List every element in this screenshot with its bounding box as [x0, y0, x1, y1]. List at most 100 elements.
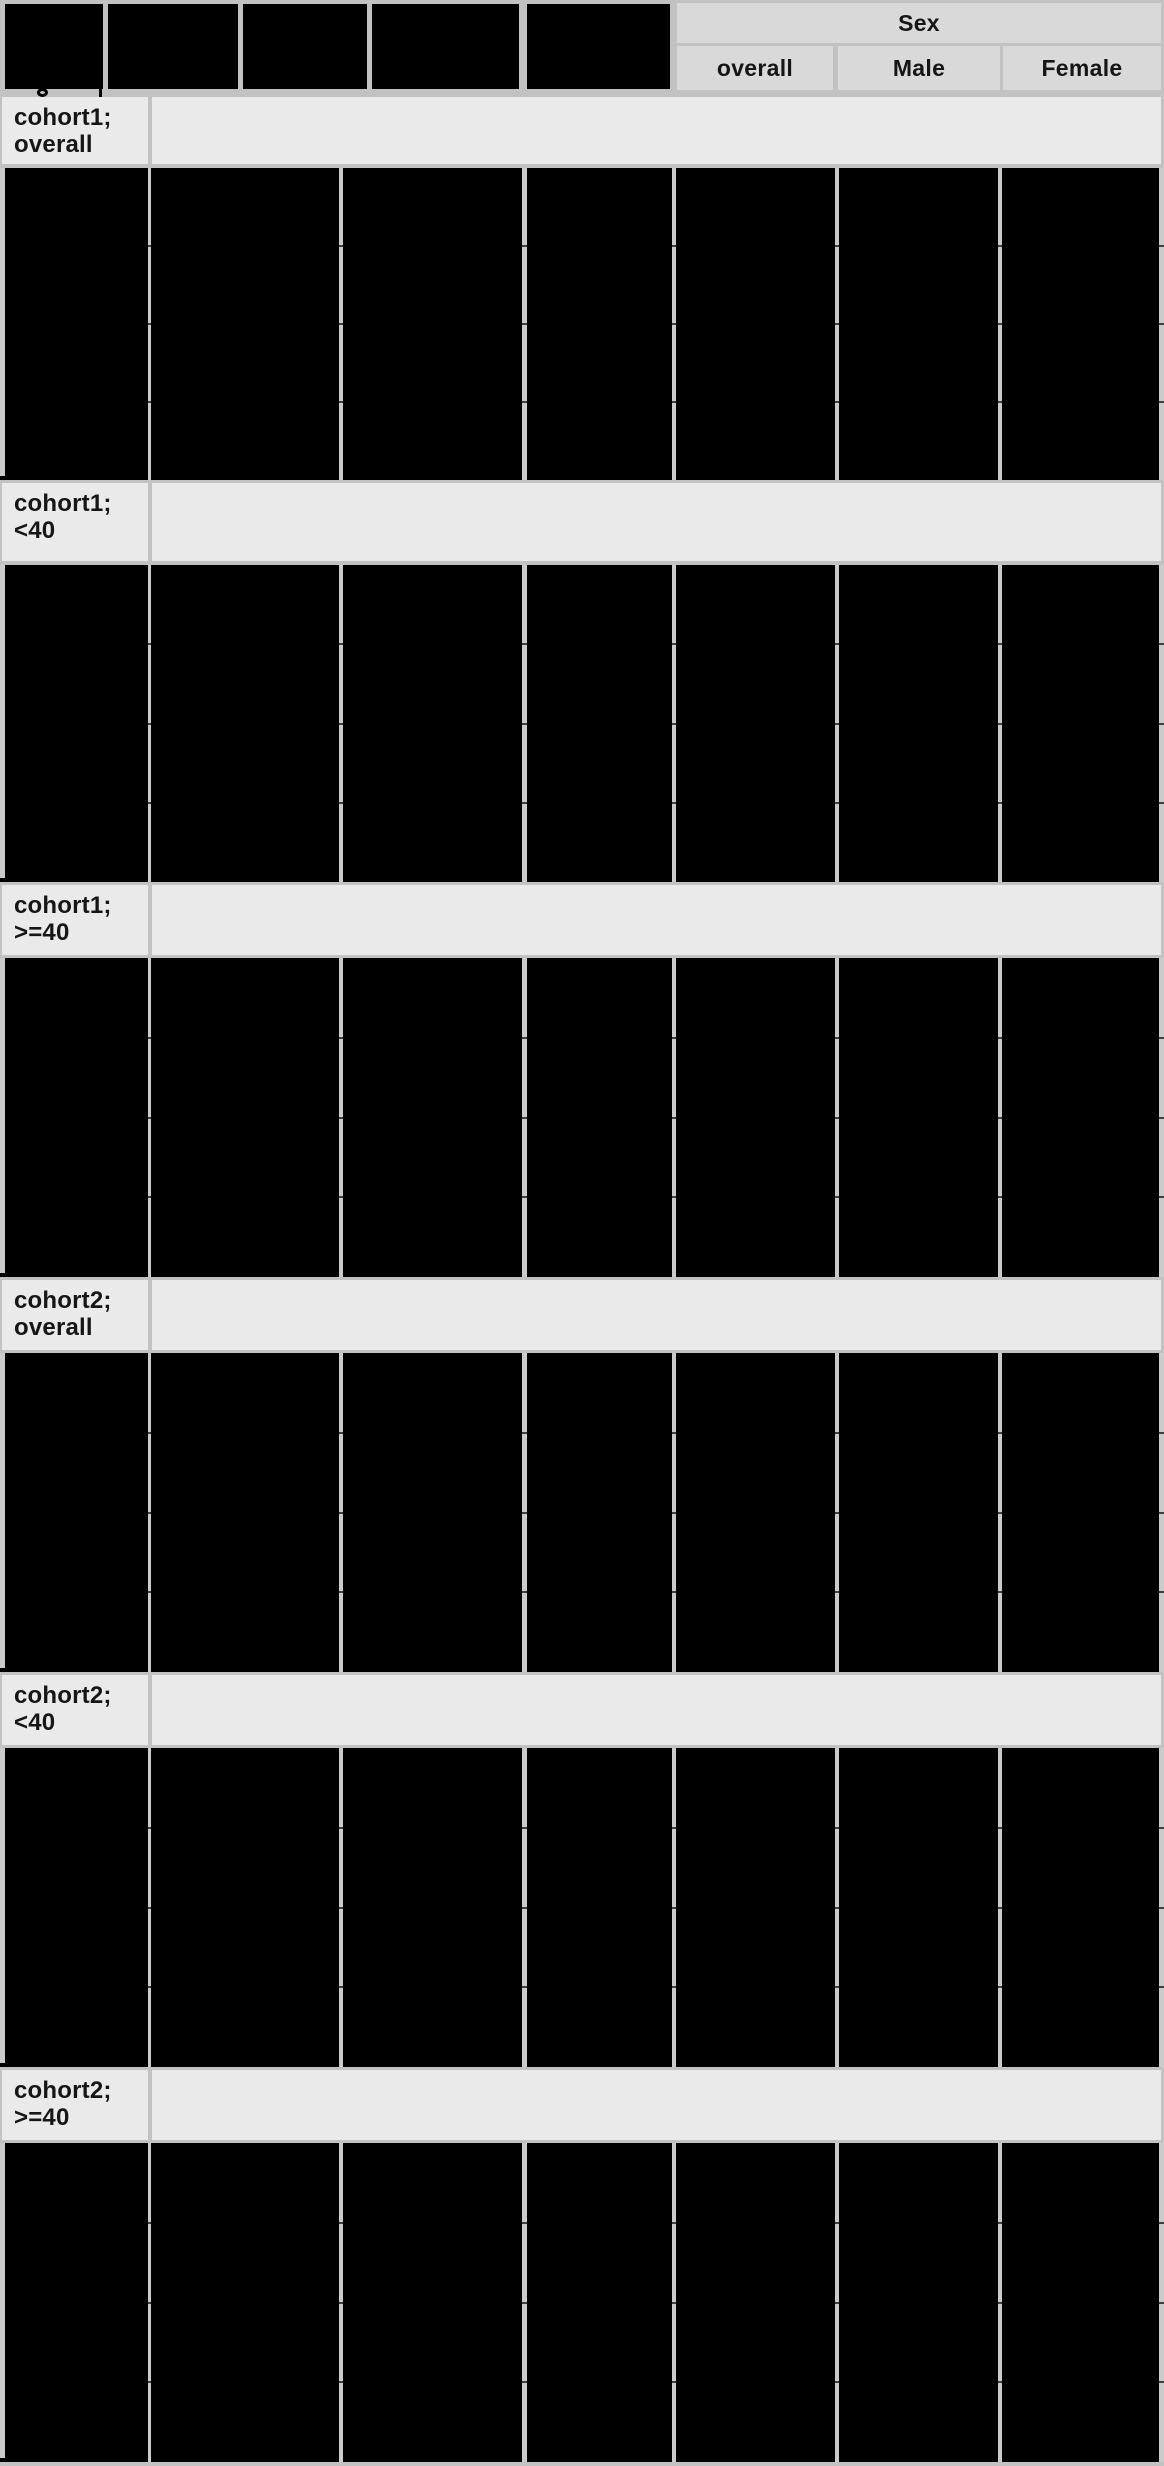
axis-corner-tick: [0, 2458, 5, 2462]
axis-tick: [148, 1986, 153, 1988]
axis-tick: [1159, 1907, 1164, 1909]
plot-row: [0, 168, 1164, 480]
axis-tick: [835, 802, 840, 804]
section-label-line1: cohort1;: [14, 490, 112, 517]
axis-tick: [998, 323, 1003, 325]
axis-tick: [835, 2302, 840, 2304]
subcolumn-header-label: Female: [1041, 54, 1123, 81]
redacted-plot-panel: [151, 565, 339, 882]
axis-tick: [998, 1512, 1003, 1514]
axis-tick: [998, 723, 1003, 725]
plot-row: [0, 958, 1164, 1277]
axis-tick: [998, 643, 1003, 645]
redacted-plot-panel: [1002, 1353, 1159, 1672]
redacted-plot-panel: [527, 1353, 672, 1672]
section-label-line1: cohort2;: [14, 2077, 112, 2104]
axis-tick: [522, 1196, 527, 1198]
axis-tick: [522, 2222, 527, 2224]
axis-corner-tick: [0, 2063, 5, 2067]
redacted-plot-panel: [5, 958, 148, 1277]
redacted-plot-panel: [151, 1748, 339, 2067]
axis-tick: [672, 723, 677, 725]
redacted-plot-panel: [527, 958, 672, 1277]
axis-tick: [998, 802, 1003, 804]
redacted-plot-panel: [676, 2143, 835, 2462]
redacted-plot-panel: [527, 1748, 672, 2067]
axis-tick: [148, 723, 153, 725]
axis-tick: [835, 643, 840, 645]
redacted-plot-panel: [1002, 1748, 1159, 2067]
axis-tick: [522, 2302, 527, 2304]
axis-tick: [339, 1986, 344, 1988]
hidden-label-descender-g: [37, 88, 48, 97]
axis-tick: [339, 723, 344, 725]
axis-tick: [339, 802, 344, 804]
axis-tick: [998, 1591, 1003, 1593]
axis-tick: [522, 643, 527, 645]
axis-tick: [339, 1196, 344, 1198]
axis-tick: [148, 2381, 153, 2383]
axis-tick: [148, 323, 153, 325]
axis-tick: [672, 2381, 677, 2383]
axis-tick: [148, 1512, 153, 1514]
axis-tick: [835, 2222, 840, 2224]
axis-tick: [522, 1037, 527, 1039]
subcolumn-header: overall: [677, 46, 833, 90]
redacted-plot-panel: [676, 1353, 835, 1672]
axis-tick: [339, 1037, 344, 1039]
axis-tick: [148, 401, 153, 403]
axis-tick: [835, 1512, 840, 1514]
axis-tick: [522, 401, 527, 403]
axis-tick: [339, 323, 344, 325]
section-label-line1: cohort1;: [14, 892, 112, 919]
axis-tick: [339, 2302, 344, 2304]
redacted-plot-panel: [839, 1748, 998, 2067]
axis-tick: [1159, 2302, 1164, 2304]
axis-tick: [1159, 1827, 1164, 1829]
axis-tick: [835, 1117, 840, 1119]
axis-tick: [835, 1827, 840, 1829]
axis-tick: [1159, 802, 1164, 804]
axis-corner-tick: [0, 1273, 5, 1277]
axis-tick: [1159, 2222, 1164, 2224]
axis-tick: [522, 1986, 527, 1988]
axis-tick: [522, 1827, 527, 1829]
redacted-plot-panel: [343, 2143, 522, 2462]
redacted-plot-panel: [343, 168, 522, 480]
redacted-plot-panel: [527, 168, 672, 480]
axis-tick: [672, 643, 677, 645]
axis-tick: [835, 1986, 840, 1988]
redacted-header-cell: [243, 4, 367, 89]
axis-tick: [835, 1907, 840, 1909]
axis-tick: [998, 1037, 1003, 1039]
section-label-cell: cohort2; >=40: [2, 2070, 148, 2140]
axis-tick: [835, 1432, 840, 1434]
section-label-line2: overall: [14, 1314, 93, 1341]
axis-tick: [998, 1432, 1003, 1434]
sex-column-group-label: Sex: [898, 9, 940, 36]
plot-row: [0, 565, 1164, 882]
axis-tick: [672, 245, 677, 247]
axis-tick: [672, 1117, 677, 1119]
redacted-plot-panel: [151, 1353, 339, 1672]
axis-tick: [148, 2222, 153, 2224]
axis-corner-tick: [0, 476, 5, 480]
subcolumn-header-label: Male: [892, 54, 946, 81]
section-label-line2: <40: [14, 1709, 56, 1736]
redacted-plot-panel: [839, 2143, 998, 2462]
axis-tick: [672, 2302, 677, 2304]
axis-tick: [672, 802, 677, 804]
axis-tick: [339, 1591, 344, 1593]
redacted-plot-panel: [151, 168, 339, 480]
plot-row: [0, 1353, 1164, 1672]
axis-tick: [148, 643, 153, 645]
redacted-plot-panel: [1002, 168, 1159, 480]
redacted-plot-panel: [343, 958, 522, 1277]
subcolumn-header: Female: [1003, 46, 1161, 90]
redacted-plot-panel: [5, 2143, 148, 2462]
axis-tick: [998, 401, 1003, 403]
axis-tick: [998, 1196, 1003, 1198]
axis-tick: [339, 401, 344, 403]
axis-tick: [1159, 1196, 1164, 1198]
